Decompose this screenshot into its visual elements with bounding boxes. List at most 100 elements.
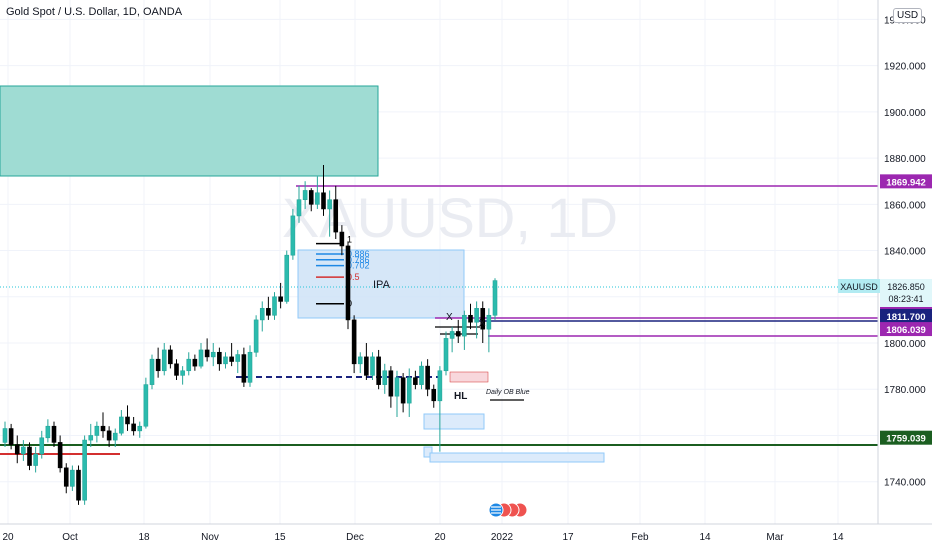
candle-body <box>100 425 106 432</box>
ipa-label: IPA <box>373 279 391 291</box>
fib-level-label: 0.5 <box>347 272 360 282</box>
fib-level-label: 0.786 <box>347 255 370 265</box>
candle-body <box>82 439 87 501</box>
x-tick-label: 15 <box>274 532 286 543</box>
x-tick-label: Feb <box>631 532 649 543</box>
candle-body <box>455 331 461 337</box>
candle-body <box>315 192 320 205</box>
candle-body <box>204 349 210 358</box>
candle-body <box>253 319 259 353</box>
us-flag-event-icons[interactable] <box>488 502 528 518</box>
chart-title[interactable]: Gold Spot / U.S. Dollar, 1D, OANDA <box>6 6 183 18</box>
candle-body <box>39 437 45 455</box>
daily-ob-zone[interactable] <box>449 371 489 383</box>
candle-body <box>149 358 155 385</box>
price-axis[interactable]: 1740.0001760.0001780.0001800.0001820.000… <box>884 15 926 488</box>
candle-body <box>382 370 388 385</box>
candle-body <box>290 215 296 256</box>
x-tick-label: Mar <box>766 532 784 543</box>
countdown-text: 08:23:41 <box>888 294 923 304</box>
time-axis[interactable]: 20 Oct 18 Nov 15 Dec 20 2022 17 Feb 14 Mar 14 <box>2 532 844 543</box>
price-label-text: 1806.039 <box>886 325 926 336</box>
fib-level-label: 0.702 <box>347 261 370 271</box>
currency-button[interactable]: USD <box>893 8 923 23</box>
candle-body <box>474 308 479 323</box>
fib-level-label: 1 <box>347 235 352 245</box>
candle-body <box>235 354 241 362</box>
candle-body <box>63 467 69 487</box>
candle-body <box>155 358 161 372</box>
y-tick-label: 1920.000 <box>884 62 926 73</box>
candle-body <box>376 356 381 385</box>
candle-body <box>192 358 198 367</box>
hl-label: HL <box>454 391 467 402</box>
candle-body <box>217 351 222 365</box>
candle-body <box>210 351 216 358</box>
candle-body <box>143 384 149 427</box>
x-mark-1: X <box>446 312 453 323</box>
candle-body <box>406 377 412 404</box>
candle-body <box>449 331 455 339</box>
price-label-text: 1869.942 <box>886 177 926 188</box>
candle-body <box>266 308 271 316</box>
candle-body <box>57 442 63 469</box>
symbol-tag <box>838 279 880 293</box>
candle-body <box>357 356 363 365</box>
y-tick-label: 1860.000 <box>884 200 926 211</box>
candle-body <box>8 428 14 446</box>
candle-body <box>27 446 32 466</box>
candles <box>2 165 498 505</box>
ipa-zone[interactable] <box>297 249 465 319</box>
fib-level-label: 0.886 <box>347 249 370 259</box>
x-tick-label: 18 <box>138 532 150 543</box>
candle-body <box>125 416 130 425</box>
x-tick-label: Oct <box>62 532 78 543</box>
candle-body <box>333 199 339 233</box>
symbol-watermark: XAUUSD, 1D <box>282 186 618 249</box>
candle-body <box>321 192 326 210</box>
candle-body <box>364 356 369 376</box>
x-tick-label: 14 <box>832 532 844 543</box>
y-tick-label: 1800.000 <box>884 339 926 350</box>
price-label-text: 1759.039 <box>886 434 926 445</box>
symbol-tag-text: XAUUSD <box>840 282 878 292</box>
current-price-tag <box>880 279 932 307</box>
fvg-box-3[interactable] <box>429 452 605 463</box>
candle-body <box>247 351 253 383</box>
fvg-box-1[interactable] <box>423 413 485 430</box>
candle-body <box>351 319 357 365</box>
candle-body <box>468 314 473 323</box>
candle-body <box>339 231 345 247</box>
price-label-bg <box>880 308 932 323</box>
price-label-text: 1811.700 <box>886 312 925 323</box>
candle-body <box>370 356 375 376</box>
fvg-box-2[interactable] <box>423 446 433 458</box>
x-tick-label: 20 <box>434 532 446 543</box>
y-tick-label: 1880.000 <box>884 154 926 165</box>
candle-body <box>198 349 204 367</box>
daily-ob-label: Daily OB Blue <box>486 389 530 396</box>
candle-body <box>492 280 498 316</box>
x-tick-label: 17 <box>562 532 574 543</box>
candle-body <box>413 377 418 385</box>
candle-body <box>302 190 308 201</box>
candle-body <box>272 296 277 316</box>
x-tick-label: 20 <box>2 532 14 543</box>
y-tick-label: 1740.000 <box>884 478 926 489</box>
candle-body <box>486 314 492 330</box>
candle-body <box>76 469 81 501</box>
candle-body <box>21 446 26 455</box>
candle-body <box>425 365 430 390</box>
candle-body <box>229 356 234 362</box>
candle-body <box>400 377 406 404</box>
candle-body <box>419 365 424 385</box>
price-label-bg <box>880 430 932 445</box>
candle-body <box>186 358 192 372</box>
current-price-text: 1826.850 <box>887 282 925 292</box>
x-tick-label: Dec <box>346 532 364 543</box>
candle-body <box>388 370 394 397</box>
y-tick-label: 1840.000 <box>884 247 926 258</box>
supply-zone[interactable] <box>0 85 379 177</box>
